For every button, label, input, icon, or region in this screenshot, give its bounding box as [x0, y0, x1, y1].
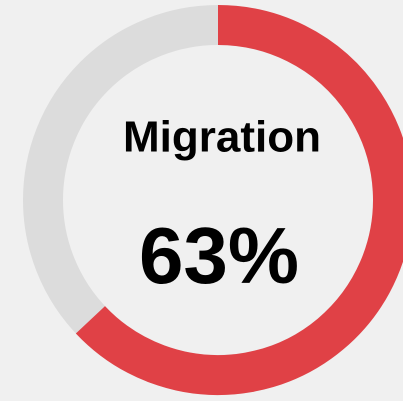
- ring: [23, 5, 403, 395]
- progress-arc: [75, 5, 403, 395]
- value-label: 63%: [139, 211, 299, 300]
- chart-title: Migration: [123, 113, 321, 162]
